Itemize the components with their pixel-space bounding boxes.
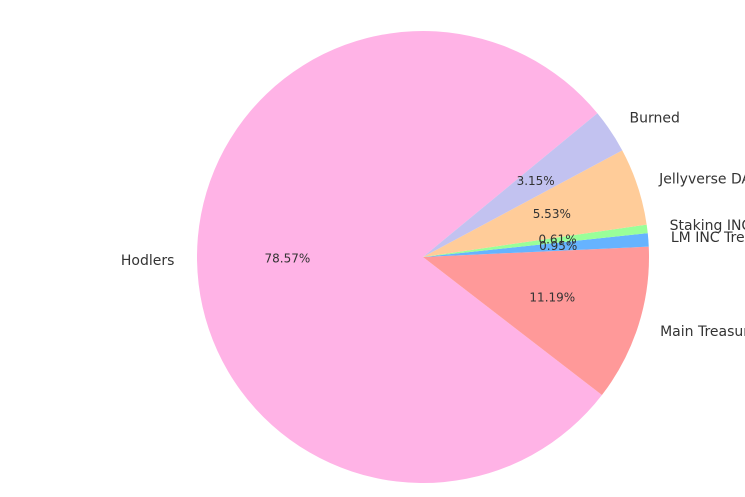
slice-percent-main-treasury: 11.19% xyxy=(529,290,575,304)
pie-slice-jellyverse-dao xyxy=(423,150,647,257)
pie-labels: Hodlers 78.57% Main Treasury 11.19% LM INC T… xyxy=(121,111,745,340)
slice-percent-lm-inc-treasury: 0.95% xyxy=(539,239,577,253)
pie-slice-burned xyxy=(423,113,623,257)
slice-percent-hodlers: 78.57% xyxy=(265,252,311,266)
slice-percent-staking-inc-treasury: 0.61% xyxy=(538,233,576,247)
pie-slice-main-treasury xyxy=(423,246,649,396)
slice-label-hodlers: Hodlers xyxy=(121,253,175,269)
slice-percent-burned: 3.15% xyxy=(517,174,555,188)
slice-label-staking-inc-treasury: Staking INC Treasury xyxy=(670,218,745,234)
slice-percent-jellyverse-dao: 5.53% xyxy=(533,207,571,221)
pie-slice-lm-inc-treasury xyxy=(423,233,649,257)
pie-slice-staking-inc-treasury xyxy=(423,224,648,257)
pie-slices xyxy=(197,31,649,484)
slice-label-burned: Burned xyxy=(630,111,680,127)
slice-label-jellyverse-dao: Jellyverse DAO xyxy=(658,171,745,187)
pie-slice-hodlers xyxy=(197,31,602,484)
slice-label-lm-inc-treasury: LM INC Treasury xyxy=(671,230,745,246)
slice-label-main-treasury: Main Treasury xyxy=(660,324,745,340)
